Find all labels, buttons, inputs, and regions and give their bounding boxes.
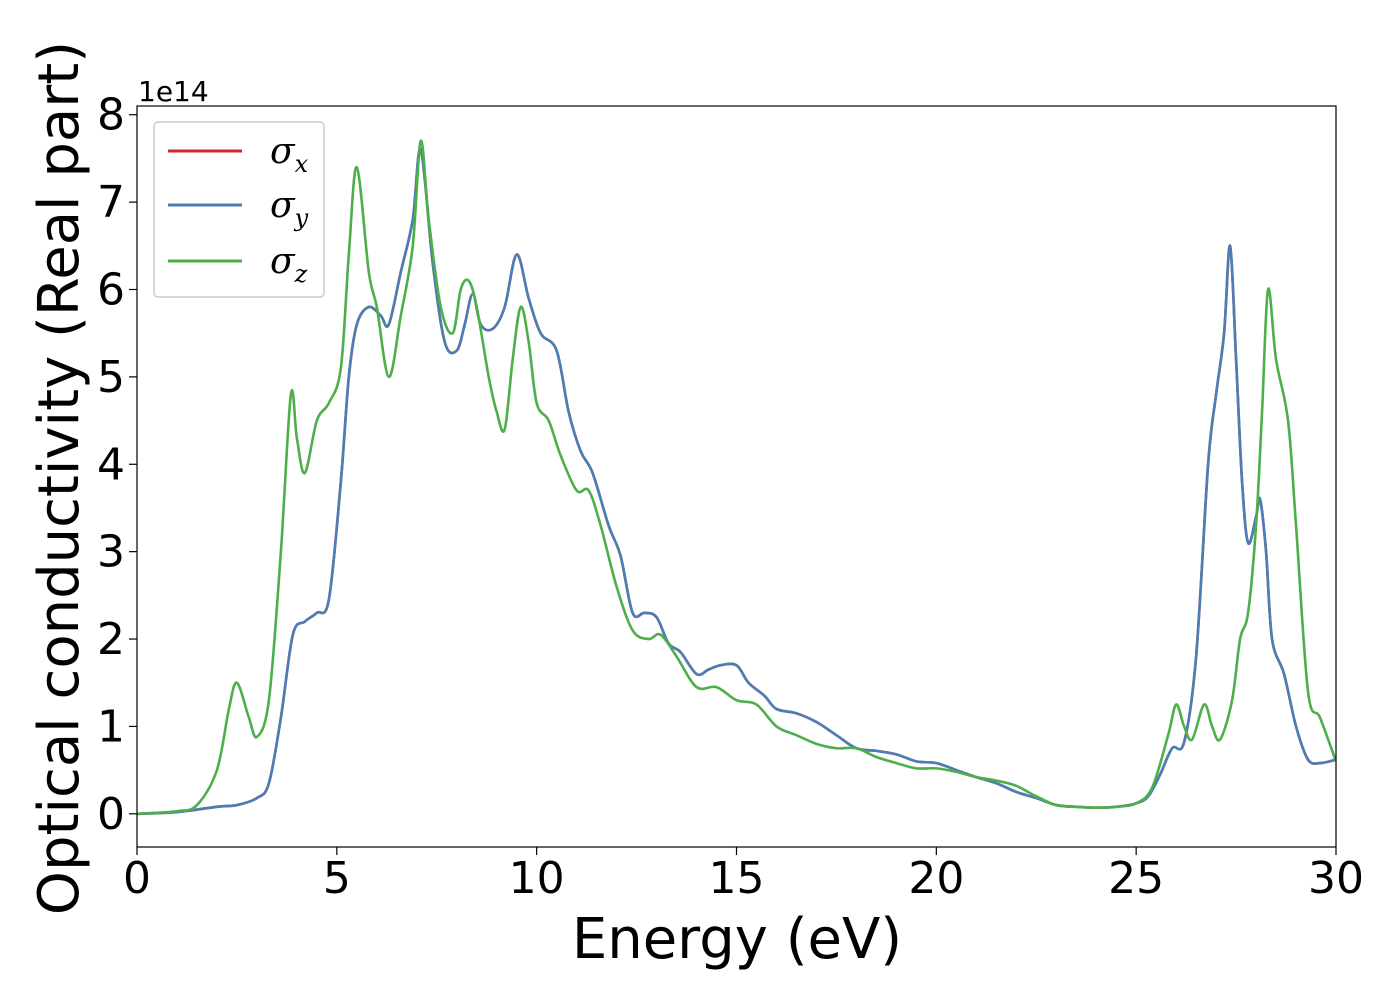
y-tick-label: 7: [97, 177, 125, 228]
legend-label-y: σy: [270, 185, 309, 232]
legend-entries: σx σy σz: [168, 131, 309, 288]
y-axis-offset-label: 1e14: [138, 75, 209, 108]
legend-label-x: σx: [270, 131, 309, 178]
y-tick-label: 2: [97, 614, 125, 665]
x-axis-title: Energy (eV): [572, 907, 902, 972]
y-tick-label: 6: [97, 265, 125, 316]
x-tick-label: 10: [509, 853, 565, 904]
y-tick-label: 1: [97, 701, 125, 752]
legend-box: [153, 121, 325, 298]
sigma-y-line: [137, 148, 1336, 816]
y-tick-label: 4: [97, 439, 125, 490]
y-axis-ticks: 0 1 2 3 4 5 6 7 8: [97, 90, 137, 840]
x-tick-label: 30: [1308, 853, 1364, 904]
x-tick-label: 25: [1108, 853, 1164, 904]
y-tick-label: 5: [97, 352, 125, 403]
legend-label-z: σz: [270, 241, 308, 288]
x-tick-label: 15: [709, 853, 765, 904]
series-layer: [137, 139, 1336, 816]
x-axis-ticks: 0 5 10 15 20 25 30: [123, 847, 1364, 904]
x-tick-label: 0: [123, 853, 151, 904]
y-tick-label: 8: [97, 90, 125, 141]
sigma-z-line: [137, 139, 1336, 816]
legend: σx σy σz: [153, 121, 325, 298]
x-tick-label: 5: [323, 853, 351, 904]
x-tick-label: 20: [908, 853, 964, 904]
y-tick-label: 3: [97, 527, 125, 578]
y-tick-label: 0: [97, 789, 125, 840]
y-axis-title: Optical conductivity (Real part): [27, 41, 92, 915]
